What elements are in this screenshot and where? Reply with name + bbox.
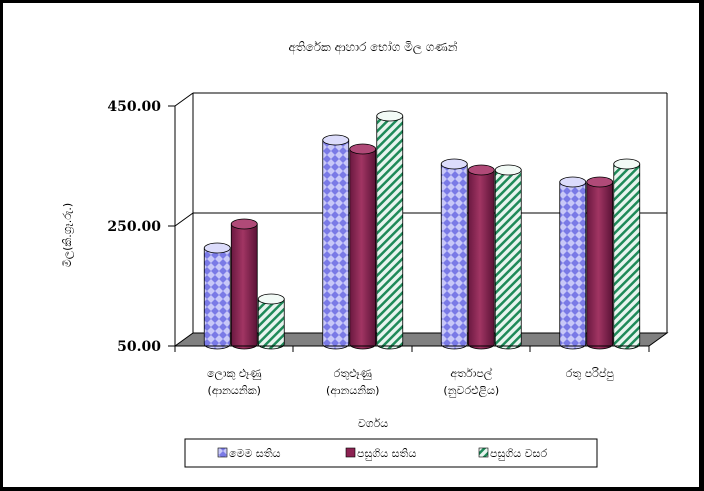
category-label: (ආනයනික) bbox=[326, 384, 379, 398]
bar-this-week bbox=[559, 176, 587, 350]
x-axis-label: වර්ගය bbox=[358, 417, 388, 430]
bar-last-year bbox=[613, 158, 641, 350]
y-tick-label: 450.00 bbox=[107, 99, 161, 115]
legend-label-last-year: පසුගිය වසර bbox=[490, 447, 547, 460]
category-label: රතු පරිප්පු bbox=[566, 366, 614, 381]
bar-this-week bbox=[440, 158, 468, 350]
legend: මෙම සතිය පසුගිය සතිය පසුගිය වසර bbox=[184, 438, 598, 468]
category-label: රතුළූණු bbox=[334, 367, 372, 380]
bar-last-week bbox=[349, 143, 377, 350]
x-axis-ticks bbox=[174, 345, 650, 352]
legend-label-last-week: පසුගිය සතිය bbox=[357, 447, 416, 460]
y-axis-label: මිල(කි.ග්‍රෑ.රු.) bbox=[61, 203, 75, 267]
category-label: ලොකු ළූණු bbox=[207, 367, 261, 381]
category-labels: ලොකු ළූණු (ආනයනික) රතුළූණු (ආනයනික) අර්තාපල්… bbox=[207, 366, 614, 398]
y-tick-label: 50.00 bbox=[117, 339, 161, 355]
y-tick-label: 250.00 bbox=[107, 219, 161, 235]
bar-last-year bbox=[257, 293, 285, 350]
chart-title: අතිරේක ආහාර භෝග මිල ගණන් bbox=[289, 40, 458, 55]
bar-this-week bbox=[322, 134, 350, 350]
bar-this-week bbox=[203, 242, 231, 350]
bar-series bbox=[203, 110, 641, 350]
bar-chart: අතිරේක ආහාර භෝග මිල ගණන් 450.00 250.00 5… bbox=[61, 40, 669, 468]
category-label: අර්තාපල් bbox=[450, 366, 492, 381]
bar-last-week bbox=[230, 218, 258, 350]
bar-last-year bbox=[376, 110, 404, 350]
legend-box bbox=[184, 438, 598, 468]
bar-last-year bbox=[494, 164, 522, 350]
gridline-top-side bbox=[174, 92, 194, 107]
plot-area bbox=[173, 92, 669, 347]
legend-label-this-week: මෙම සතිය bbox=[229, 447, 281, 460]
gridline-mid-side bbox=[174, 212, 194, 227]
legend-swatch-last-week bbox=[345, 447, 356, 458]
bar-last-week bbox=[467, 164, 495, 350]
legend-swatch-last-year bbox=[478, 447, 489, 458]
legend-swatch-this-week bbox=[217, 447, 228, 458]
category-label: (ආනයනික) bbox=[208, 384, 261, 398]
bar-last-week bbox=[586, 176, 614, 350]
y-axis-ticks: 450.00 250.00 50.00 bbox=[107, 99, 175, 355]
category-label: (නුවරඑළිය) bbox=[443, 384, 499, 398]
